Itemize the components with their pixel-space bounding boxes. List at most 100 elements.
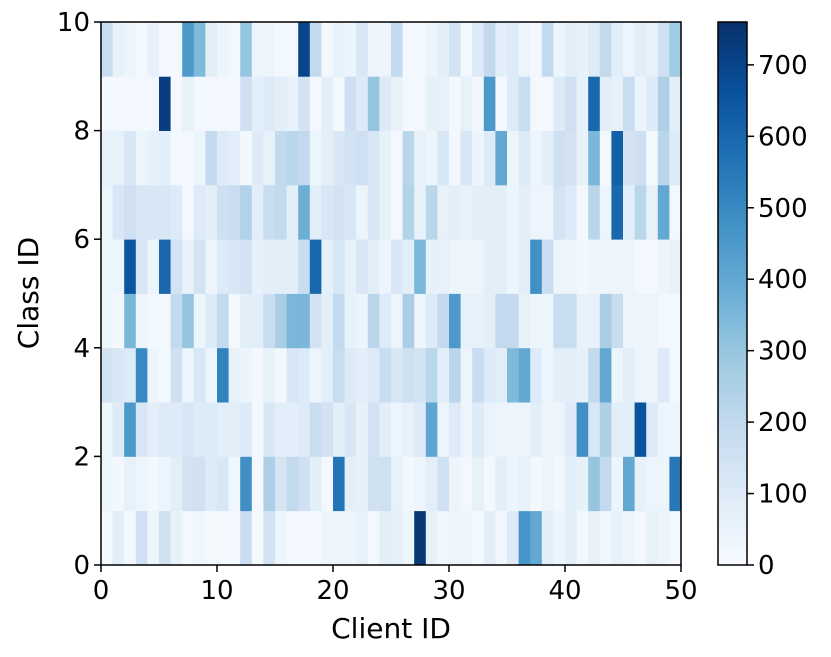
heatmap-cell — [449, 456, 461, 512]
heatmap-cell — [217, 402, 229, 457]
heatmap-cell — [147, 456, 160, 512]
heatmap-cell — [576, 510, 589, 566]
heatmap-cell — [228, 76, 241, 131]
heatmap-cell — [530, 76, 543, 131]
heatmap-cell — [657, 184, 670, 240]
heatmap-cell — [460, 22, 473, 77]
heatmap-cell — [275, 22, 287, 77]
heatmap-cell — [623, 510, 635, 566]
heatmap-cell — [379, 456, 392, 512]
heatmap-cell — [611, 510, 624, 566]
heatmap-cell — [449, 293, 461, 349]
heatmap-cell — [112, 510, 125, 566]
heatmap-cell — [449, 130, 461, 186]
heatmap-cell — [599, 293, 612, 349]
heatmap-cell — [344, 510, 357, 566]
heatmap-cell — [193, 402, 206, 457]
heatmap-cell — [112, 76, 125, 131]
heatmap-cell — [565, 22, 577, 77]
heatmap-cell — [275, 402, 287, 457]
heatmap-cell — [576, 130, 589, 186]
x-axis-label: Client ID — [331, 612, 451, 645]
heatmap-cell — [263, 76, 276, 131]
heatmap-cell — [518, 293, 531, 349]
heatmap-cell — [217, 456, 229, 512]
heatmap-cell — [414, 293, 427, 349]
heatmap-cell — [576, 76, 589, 131]
y-axis-label: Class ID — [12, 237, 45, 349]
heatmap-cell — [251, 402, 264, 457]
y-tick-label: 6 — [73, 225, 90, 255]
heatmap-cell — [402, 239, 415, 294]
heatmap-cell — [309, 76, 322, 131]
heatmap-cell — [344, 22, 357, 77]
heatmap-cell — [657, 76, 670, 131]
heatmap-cell — [611, 130, 624, 186]
colorbar-tick-label: 700 — [758, 51, 808, 81]
heatmap-cell — [263, 402, 276, 457]
heatmap-cell — [518, 22, 531, 77]
heatmap-cell — [402, 184, 415, 240]
heatmap-cell — [205, 184, 218, 240]
heatmap-cell — [483, 184, 496, 240]
heatmap-cell — [669, 239, 682, 294]
heatmap-cell — [321, 130, 334, 186]
heatmap-cell — [205, 402, 218, 457]
heatmap-cell — [391, 22, 403, 77]
heatmap-cell — [611, 184, 624, 240]
heatmap-cell — [402, 402, 415, 457]
heatmap-cell — [182, 456, 195, 512]
heatmap-cell — [530, 510, 543, 566]
heatmap-cell — [437, 22, 450, 77]
heatmap-cell — [298, 347, 311, 403]
heatmap-cell — [170, 510, 183, 566]
heatmap-cell — [263, 239, 276, 294]
heatmap-cell — [507, 456, 519, 512]
heatmap-cell — [541, 239, 554, 294]
heatmap-cell — [182, 239, 195, 294]
heatmap-cell — [240, 239, 253, 294]
heatmap-cell — [414, 456, 427, 512]
heatmap-cell — [425, 347, 438, 403]
heatmap-cell — [472, 130, 485, 186]
heatmap-cell — [634, 22, 647, 77]
heatmap-cell — [356, 402, 369, 457]
heatmap-cell — [599, 184, 612, 240]
heatmap-cell — [483, 239, 496, 294]
heatmap-cell — [263, 347, 276, 403]
colorbar-tick-label: 200 — [758, 408, 808, 438]
heatmap-cell — [217, 76, 229, 131]
heatmap-cell — [518, 184, 531, 240]
heatmap-cell — [449, 510, 461, 566]
heatmap-cell — [309, 456, 322, 512]
heatmap-cell — [657, 402, 670, 457]
heatmap-cell — [576, 293, 589, 349]
heatmap-cell — [147, 130, 160, 186]
heatmap-cell — [251, 456, 264, 512]
heatmap-cell — [565, 76, 577, 131]
heatmap-cell — [425, 402, 438, 457]
heatmap-cell — [402, 130, 415, 186]
heatmap-cell — [275, 293, 287, 349]
heatmap-cell — [553, 293, 566, 349]
heatmap-cell — [240, 510, 253, 566]
heatmap-cell — [124, 239, 137, 294]
heatmap-cell — [530, 402, 543, 457]
heatmap-cell — [205, 293, 218, 349]
heatmap-cell — [518, 347, 531, 403]
heatmap-cell — [646, 239, 659, 294]
heatmap-cell — [518, 402, 531, 457]
heatmap-cell — [182, 22, 195, 77]
heatmap-cell — [483, 293, 496, 349]
heatmap-cell — [507, 402, 519, 457]
heatmap-cell — [391, 347, 403, 403]
heatmap-cell — [599, 402, 612, 457]
heatmap-cell — [205, 22, 218, 77]
heatmap-cell — [112, 402, 125, 457]
heatmap-cell — [565, 130, 577, 186]
heatmap-cell — [414, 76, 427, 131]
heatmap-cell — [414, 239, 427, 294]
heatmap-cell — [495, 510, 508, 566]
heatmap-cell — [298, 239, 311, 294]
heatmap-cell — [437, 456, 450, 512]
